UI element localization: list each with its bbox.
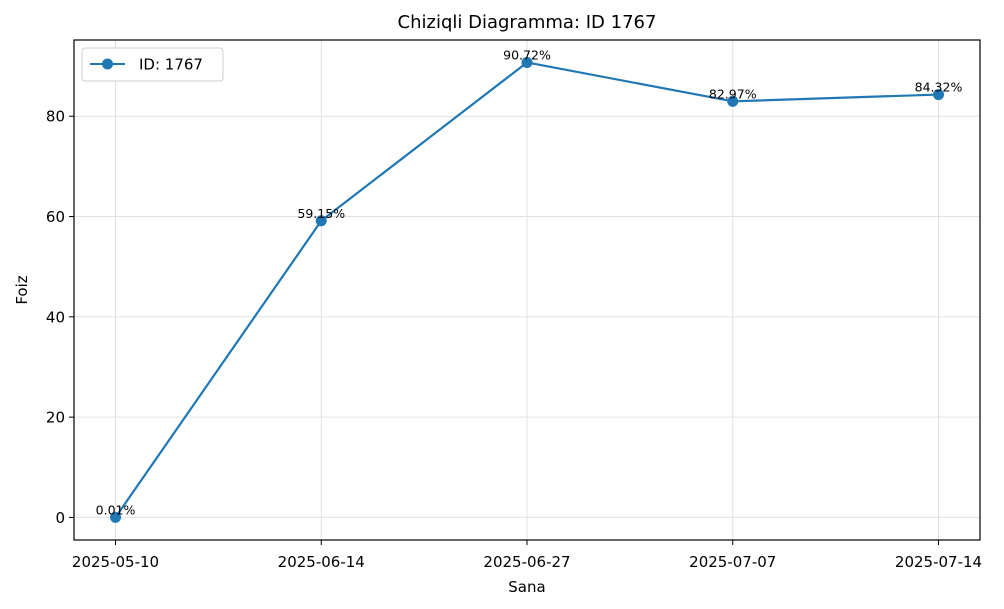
data-label: 84.32% bbox=[915, 80, 963, 95]
legend: ID: 1767 bbox=[81, 47, 224, 82]
data-label: 82.97% bbox=[709, 86, 757, 101]
legend-box bbox=[81, 47, 224, 82]
x-axis-label: Sana bbox=[508, 578, 545, 596]
tick-layer: 0 20 40 60 80 2025-05-10 2025-06-14 2025-06-27 2… bbox=[46, 108, 982, 571]
data-point-marker bbox=[727, 95, 739, 107]
y-tick-label: 0 bbox=[55, 509, 65, 527]
y-tick-label: 40 bbox=[46, 308, 65, 326]
x-tick-label: 2025-07-14 bbox=[895, 553, 982, 571]
x-tick-label: 2025-06-27 bbox=[483, 553, 570, 571]
x-tick-label: 2025-07-07 bbox=[689, 553, 776, 571]
legend-marker bbox=[102, 58, 113, 70]
y-tick-label: 20 bbox=[46, 409, 65, 427]
data-label: 59.15% bbox=[297, 206, 345, 221]
data-label: 90.72% bbox=[503, 47, 551, 62]
y-tick-label: 60 bbox=[46, 208, 65, 226]
grid-layer bbox=[74, 40, 980, 540]
chart-title: Chiziqli Diagramma: ID 1767 bbox=[398, 12, 657, 33]
series-layer bbox=[110, 56, 944, 523]
data-point-marker bbox=[933, 89, 944, 101]
data-point-marker bbox=[315, 215, 327, 227]
y-tick-label: 80 bbox=[46, 108, 65, 126]
data-point-marker bbox=[110, 511, 121, 523]
x-tick-label: 2025-05-10 bbox=[72, 553, 159, 571]
data-point-marker bbox=[521, 56, 533, 68]
data-label: 0.01% bbox=[96, 502, 136, 517]
data-label-layer: 0.01% 59.15% 90.72% 82.97% 84.32% bbox=[96, 47, 963, 517]
y-axis-label: Foiz bbox=[13, 275, 31, 304]
x-tick-label: 2025-06-14 bbox=[278, 553, 365, 571]
legend-entry-label: ID: 1767 bbox=[139, 56, 203, 74]
